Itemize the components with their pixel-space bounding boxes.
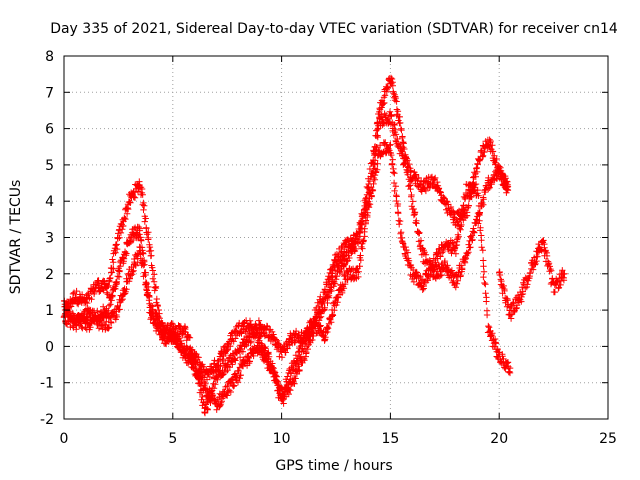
y-tick-label: 0 [45, 339, 54, 355]
chart-title: Day 335 of 2021, Sidereal Day-to-day VTE… [50, 21, 618, 37]
series-track-4 [496, 237, 568, 322]
y-tick-label: 5 [45, 158, 54, 174]
y-tick-label: -1 [40, 376, 54, 392]
x-axis-label: GPS time / hours [275, 458, 392, 474]
y-tick-label: 8 [45, 49, 54, 65]
x-tick-label: 10 [273, 431, 291, 447]
x-tick-label: 0 [60, 431, 69, 447]
y-tick-label: 7 [45, 85, 54, 101]
y-tick-label: -2 [40, 412, 54, 428]
x-tick-label: 20 [490, 431, 508, 447]
x-tick-label: 5 [168, 431, 177, 447]
y-tick-label: 2 [45, 267, 54, 283]
x-tick-label: 25 [599, 431, 617, 447]
y-tick-label: 1 [45, 303, 54, 319]
y-tick-label: 6 [45, 122, 54, 138]
x-axis-ticks: 0 5 10 15 20 25 [60, 56, 617, 447]
y-axis-ticks: -2 -1 0 1 2 3 4 5 6 7 8 [40, 49, 608, 428]
x-tick-label: 15 [381, 431, 399, 447]
y-axis-label: SDTVAR / TECUs [8, 180, 24, 295]
y-tick-label: 4 [45, 194, 54, 210]
y-tick-label: 3 [45, 231, 54, 247]
